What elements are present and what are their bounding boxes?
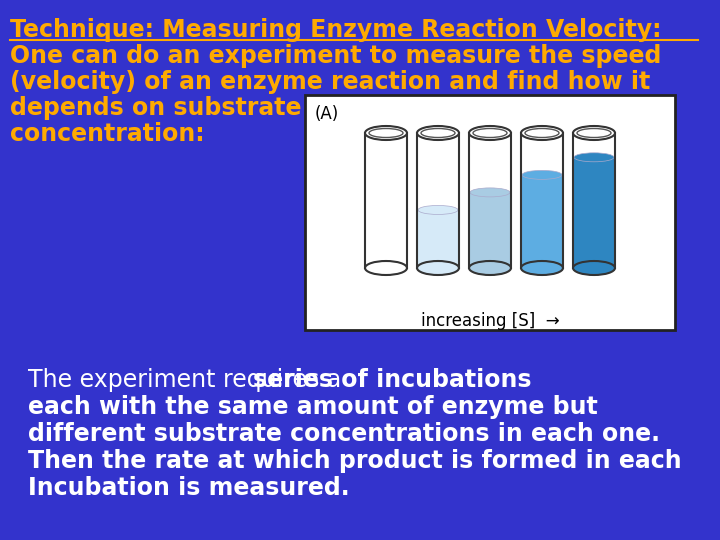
Bar xyxy=(522,175,562,268)
Text: (A): (A) xyxy=(315,105,339,123)
Text: depends on substrate: depends on substrate xyxy=(10,96,302,120)
Bar xyxy=(305,95,675,330)
Bar xyxy=(418,210,458,268)
Ellipse shape xyxy=(469,126,511,140)
Text: One can do an experiment to measure the speed: One can do an experiment to measure the … xyxy=(10,44,662,68)
Bar xyxy=(470,192,510,268)
Text: concentration:: concentration: xyxy=(10,122,204,146)
Bar xyxy=(574,157,614,268)
Text: Incubation is measured.: Incubation is measured. xyxy=(28,476,350,500)
Ellipse shape xyxy=(417,126,459,140)
Ellipse shape xyxy=(574,153,614,162)
Ellipse shape xyxy=(469,261,511,275)
Ellipse shape xyxy=(521,261,563,275)
Bar xyxy=(365,133,407,268)
Ellipse shape xyxy=(365,126,407,140)
Text: (velocity) of an enzyme reaction and find how it: (velocity) of an enzyme reaction and fin… xyxy=(10,70,650,94)
Text: Technique: Measuring Enzyme Reaction Velocity:: Technique: Measuring Enzyme Reaction Vel… xyxy=(10,18,662,42)
Ellipse shape xyxy=(521,126,563,140)
Text: increasing [S]  →: increasing [S] → xyxy=(420,312,559,330)
Ellipse shape xyxy=(470,188,510,197)
Ellipse shape xyxy=(369,129,403,138)
Bar xyxy=(417,133,459,268)
Bar xyxy=(573,133,615,268)
Text: different substrate concentrations in each one.: different substrate concentrations in ea… xyxy=(28,422,660,446)
Ellipse shape xyxy=(573,126,615,140)
Ellipse shape xyxy=(577,129,611,138)
Text: The experiment requires a: The experiment requires a xyxy=(28,368,348,392)
Text: Then the rate at which product is formed in each: Then the rate at which product is formed… xyxy=(28,449,682,473)
Ellipse shape xyxy=(418,205,458,214)
Bar xyxy=(469,133,511,268)
Bar xyxy=(366,227,406,268)
Ellipse shape xyxy=(421,129,455,138)
Ellipse shape xyxy=(417,261,459,275)
Ellipse shape xyxy=(473,129,507,138)
Ellipse shape xyxy=(522,170,562,179)
Bar xyxy=(521,133,563,268)
Ellipse shape xyxy=(525,129,559,138)
Text: each with the same amount of enzyme but: each with the same amount of enzyme but xyxy=(28,395,598,419)
Ellipse shape xyxy=(365,261,407,275)
Ellipse shape xyxy=(573,261,615,275)
Text: series of incubations: series of incubations xyxy=(253,368,531,392)
